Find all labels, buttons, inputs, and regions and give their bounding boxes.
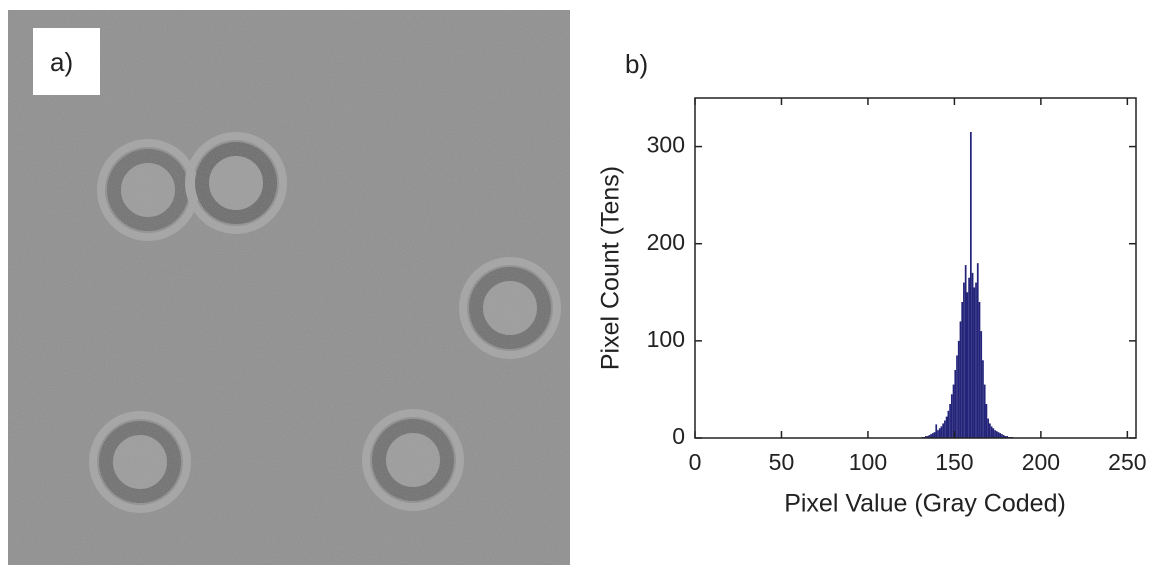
bar <box>963 282 965 438</box>
bar <box>968 277 970 438</box>
bar <box>976 263 979 438</box>
bar <box>938 428 941 438</box>
bar <box>966 292 969 438</box>
bar <box>942 423 945 438</box>
bar <box>925 436 927 438</box>
bar <box>1001 434 1003 438</box>
bar <box>971 272 974 438</box>
x-tick-label: 50 <box>769 449 795 475</box>
x-tick-label: 100 <box>849 449 887 475</box>
bar <box>999 433 1002 438</box>
image-noise <box>8 10 570 565</box>
label-box <box>33 28 100 95</box>
bar <box>926 436 929 438</box>
bar <box>1004 436 1007 438</box>
bar <box>947 410 950 438</box>
bar <box>949 404 951 438</box>
x-tick-label: 200 <box>1022 449 1060 475</box>
bar <box>985 404 988 438</box>
bar <box>952 384 955 438</box>
bar <box>1002 435 1005 438</box>
x-axis-title: Pixel Value (Gray Coded) <box>784 490 1066 518</box>
bar <box>964 265 967 438</box>
bar <box>940 426 943 438</box>
bar <box>982 360 984 438</box>
bar <box>969 132 972 438</box>
bar <box>987 418 989 438</box>
bar <box>937 430 939 438</box>
bar <box>973 287 976 438</box>
bar <box>933 432 936 438</box>
bar <box>983 384 986 438</box>
bar <box>957 340 960 438</box>
bar <box>930 434 932 438</box>
bar <box>978 302 981 438</box>
x-tick-label: 250 <box>1108 449 1146 475</box>
y-tick-label: 0 <box>672 423 685 449</box>
x-tick-label: 0 <box>689 449 702 475</box>
bar <box>994 430 996 438</box>
bar <box>944 420 946 438</box>
bar <box>950 394 953 438</box>
bar <box>961 302 964 438</box>
bar <box>992 428 995 438</box>
y-tick-label: 100 <box>647 326 685 352</box>
bar <box>989 423 991 438</box>
bar <box>1006 436 1009 438</box>
panel-label: b) <box>625 49 648 79</box>
x-tick-label: 150 <box>935 449 973 475</box>
panel-label: a) <box>50 47 73 77</box>
micrograph: a) <box>8 10 570 565</box>
bar <box>990 426 993 438</box>
plot-frame <box>694 97 1137 439</box>
bar <box>954 370 957 438</box>
y-tick-label: 200 <box>647 229 685 255</box>
bar <box>956 355 958 438</box>
bar <box>997 432 1000 438</box>
y-axis-title: Pixel Count (Tens) <box>597 166 625 370</box>
bar <box>931 433 934 438</box>
bar <box>928 435 931 438</box>
bar <box>975 282 977 438</box>
bar <box>945 416 948 438</box>
bar <box>935 424 938 438</box>
y-tick-label: 300 <box>647 132 685 158</box>
bar <box>959 321 962 438</box>
bar <box>995 431 998 438</box>
bar <box>980 331 983 438</box>
